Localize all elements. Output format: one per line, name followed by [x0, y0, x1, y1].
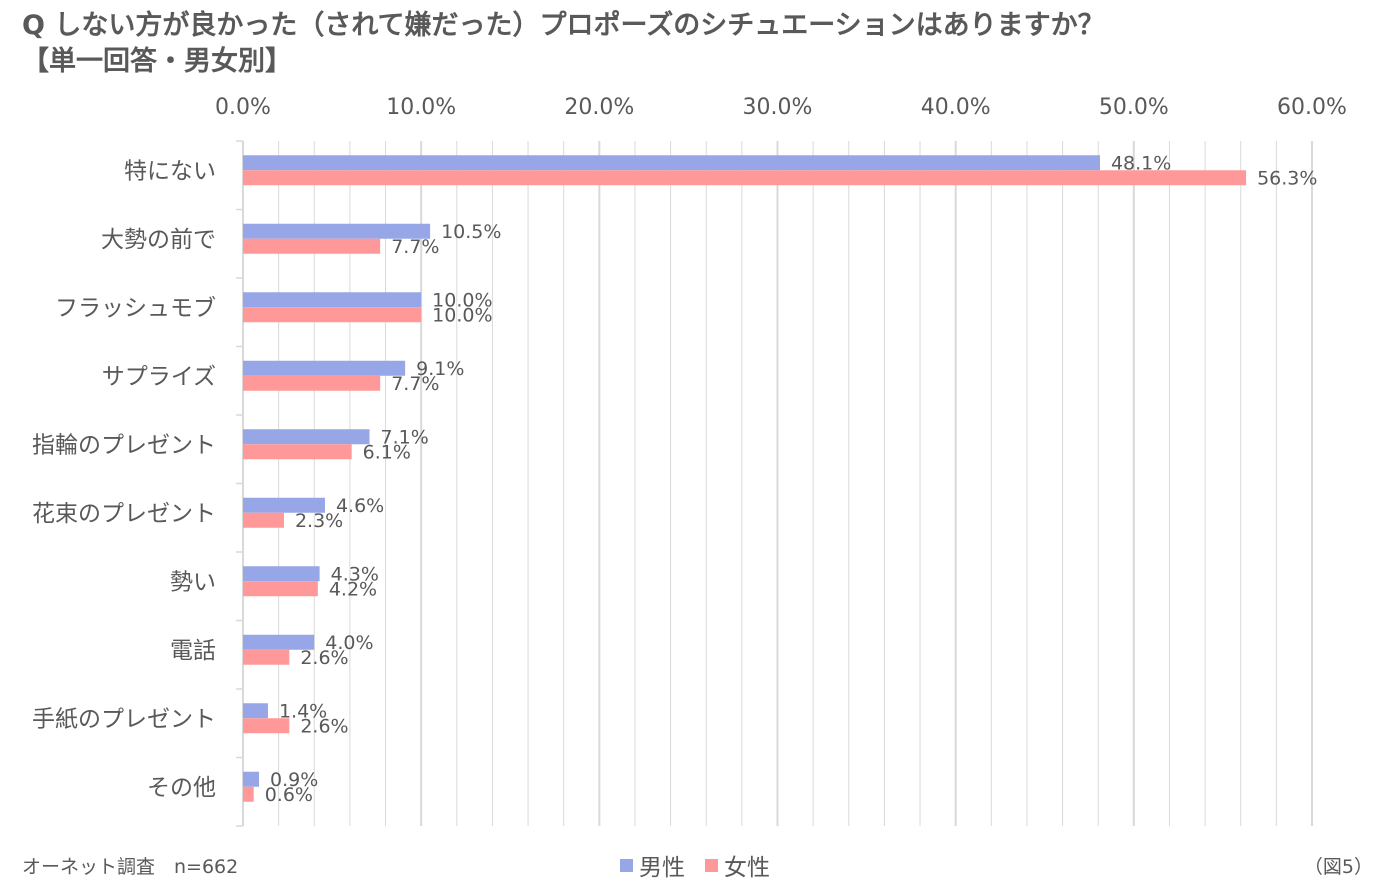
x-tick-label: 10.0% [386, 95, 456, 120]
bar-male [243, 223, 431, 239]
legend-swatch-male [620, 858, 633, 872]
legend-item-male: 男性 [620, 848, 685, 882]
bar-female [243, 649, 290, 665]
bar-female [243, 718, 290, 734]
legend-label-male: 男性 [639, 855, 685, 881]
chart-title-line1: Q しない方が良かった（されて嫌だった）プロポーズのシチュエーションはありますか… [22, 10, 1105, 41]
category-label: フラッシュモブ [55, 295, 216, 321]
category-label: 特にない [124, 158, 216, 184]
x-tick-label: 40.0% [921, 95, 991, 120]
x-tick-label: 50.0% [1099, 95, 1169, 120]
data-label-female: 6.1% [363, 441, 411, 463]
category-label: 手紙のプレゼント [32, 706, 216, 732]
data-label-male: 1.4% [279, 700, 327, 722]
category-label: 花束のプレゼント [32, 501, 216, 527]
legend-item-female: 女性 [705, 848, 770, 882]
bar-female [243, 375, 381, 391]
category-label: 電話 [170, 638, 216, 664]
bar-male [243, 155, 1100, 171]
data-label-male: 0.9% [270, 769, 318, 791]
chart-title: Q しない方が良かった（されて嫌だった）プロポーズのシチュエーションはありますか… [22, 8, 1382, 80]
bar-female [243, 307, 422, 323]
data-label-female: 10.0% [432, 304, 492, 326]
data-label-male: 7.1% [380, 426, 428, 448]
legend-label-female: 女性 [724, 855, 770, 881]
data-label-male: 4.6% [336, 495, 384, 517]
legend-swatch-female [705, 858, 718, 872]
bar-male [243, 429, 370, 445]
data-label-female: 0.6% [265, 784, 313, 806]
data-label-female: 7.7% [391, 373, 439, 395]
category-label: 大勢の前で [101, 227, 216, 253]
data-label-female: 2.6% [300, 715, 348, 737]
data-label-male: 48.1% [1111, 152, 1171, 174]
bar-male [243, 771, 260, 787]
legend: 男性 女性 [620, 848, 782, 882]
data-label-female: 56.3% [1257, 167, 1317, 189]
figure-number: （図5） [1303, 856, 1373, 878]
category-label: その他 [147, 775, 216, 801]
bar-female [243, 512, 284, 528]
bar-female [243, 238, 381, 254]
source-note: オーネット調査 n=662 [22, 856, 239, 878]
data-label-female: 2.3% [295, 510, 343, 532]
category-label: 指輪のプレゼント [32, 432, 216, 458]
data-label-male: 4.3% [331, 563, 379, 585]
bar-male [243, 292, 422, 308]
bar-male [243, 634, 315, 650]
bar-male [243, 703, 268, 719]
data-label-male: 4.0% [325, 632, 373, 654]
bar-male [243, 360, 406, 376]
category-label: サプライズ [102, 364, 216, 390]
x-tick-label: 30.0% [743, 95, 813, 120]
bar-female [243, 786, 254, 802]
bar-male [243, 566, 320, 582]
data-label-male: 10.5% [441, 221, 501, 243]
data-label-male: 10.0% [432, 289, 492, 311]
x-tick-label: 0.0% [215, 95, 271, 120]
bar-female [243, 444, 352, 460]
data-label-female: 4.2% [329, 578, 377, 600]
chart-title-line2: 【単一回答・男女別】 [22, 46, 292, 77]
data-label-male: 9.1% [416, 358, 464, 380]
category-label: 勢い [170, 569, 216, 595]
x-tick-label: 60.0% [1277, 95, 1347, 120]
bar-female [243, 170, 1247, 186]
bar-male [243, 497, 325, 513]
data-label-female: 7.7% [391, 236, 439, 258]
x-tick-label: 20.0% [564, 95, 634, 120]
data-label-female: 2.6% [300, 647, 348, 669]
bar-female [243, 581, 318, 597]
